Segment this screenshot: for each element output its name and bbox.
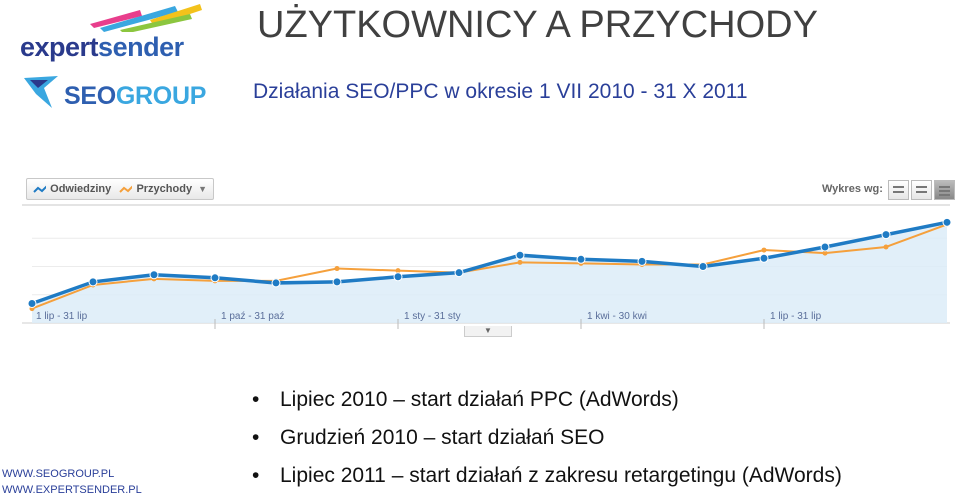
data-point-visits bbox=[210, 273, 220, 283]
logo-word-seo: SEO bbox=[64, 82, 116, 110]
chart-collapse-handle[interactable]: ▼ bbox=[464, 326, 512, 337]
data-point-visits bbox=[454, 268, 464, 278]
data-point-visits bbox=[149, 270, 159, 280]
data-point-visits bbox=[88, 277, 98, 287]
data-point-visits bbox=[576, 254, 586, 264]
data-point-visits bbox=[515, 250, 525, 260]
view-day-button[interactable] bbox=[888, 180, 909, 200]
data-point-revenue bbox=[517, 259, 523, 265]
logo-word-sender: sender bbox=[98, 32, 184, 62]
seogroup-logo: SEOGROUP bbox=[22, 74, 206, 114]
x-tick-label: 1 lip - 31 lip bbox=[770, 311, 822, 322]
data-point-revenue bbox=[761, 247, 767, 253]
bullet-symbol: • bbox=[252, 426, 260, 449]
list-item: • Grudzień 2010 – start działań SEO bbox=[252, 426, 605, 450]
data-point-visits bbox=[27, 298, 37, 308]
list-item: • Lipiec 2011 – start działań z zakresu r… bbox=[252, 464, 842, 488]
page-title: UŻYTKOWNICY A PRZYCHODY bbox=[257, 4, 818, 46]
view-mode-label: Wykres wg: bbox=[822, 183, 883, 195]
line-chart-icon bbox=[119, 185, 133, 193]
data-point-revenue bbox=[822, 250, 828, 256]
expertsender-logo: expertsender bbox=[20, 2, 202, 62]
view-month-button[interactable] bbox=[934, 180, 955, 200]
list-item-text: Lipiec 2011 – start działań z zakresu re… bbox=[280, 464, 842, 487]
data-point-revenue bbox=[395, 268, 401, 274]
logo-word-expert: expert bbox=[20, 32, 99, 62]
data-point-visits bbox=[698, 262, 708, 271]
page-subtitle: Działania SEO/PPC w okresie 1 VII 2010 -… bbox=[253, 80, 748, 103]
metric-visits-label: Odwiedziny bbox=[50, 183, 112, 195]
line-chart: 1 lip - 31 lip 1 paź - 31 paź 1 sty - 31 s… bbox=[22, 204, 952, 329]
logo-word-group: GROUP bbox=[115, 82, 207, 110]
list-item: • Lipiec 2010 – start działań PPC (AdWord… bbox=[252, 388, 679, 412]
data-point-visits bbox=[881, 230, 891, 240]
data-point-visits bbox=[820, 242, 830, 252]
metric-selector[interactable]: Odwiedziny Przychody ▼ bbox=[26, 178, 214, 200]
series-line-visits bbox=[31, 220, 948, 306]
x-tick-label: 1 kwi - 30 kwi bbox=[587, 311, 647, 322]
analytics-chart-panel: Odwiedziny Przychody ▼ Wykres wg: 1 lip … bbox=[22, 178, 959, 338]
data-point-revenue bbox=[334, 266, 340, 272]
data-point-visits bbox=[942, 217, 952, 227]
data-point-visits bbox=[332, 277, 342, 287]
metric-revenue-label: Przychody bbox=[136, 183, 193, 195]
line-chart-icon bbox=[33, 185, 47, 193]
logo-swoosh-icon bbox=[90, 4, 202, 32]
x-tick-label: 1 sty - 31 sty bbox=[404, 311, 461, 322]
chevron-down-icon: ▼ bbox=[198, 184, 207, 194]
data-point-visits bbox=[393, 272, 403, 282]
data-point-visits bbox=[637, 256, 647, 266]
view-week-button[interactable] bbox=[911, 180, 932, 200]
list-item-text: Lipiec 2010 – start działań PPC (AdWords… bbox=[280, 388, 679, 411]
visits-area bbox=[32, 222, 947, 323]
data-point-revenue bbox=[883, 244, 889, 250]
footer-link-expertsender[interactable]: WWW.EXPERTSENDER.PL bbox=[2, 484, 142, 496]
bullet-symbol: • bbox=[252, 464, 260, 487]
x-tick-label: 1 lip - 31 lip bbox=[36, 311, 88, 322]
data-point-visits bbox=[271, 278, 281, 288]
footer-link-seogroup[interactable]: WWW.SEOGROUP.PL bbox=[2, 468, 115, 480]
data-point-visits bbox=[759, 253, 769, 263]
x-tick-label: 1 paź - 31 paź bbox=[221, 311, 284, 322]
seogroup-bird-icon bbox=[24, 76, 58, 108]
list-item-text: Grudzień 2010 – start działań SEO bbox=[280, 426, 605, 449]
bullet-symbol: • bbox=[252, 388, 260, 411]
